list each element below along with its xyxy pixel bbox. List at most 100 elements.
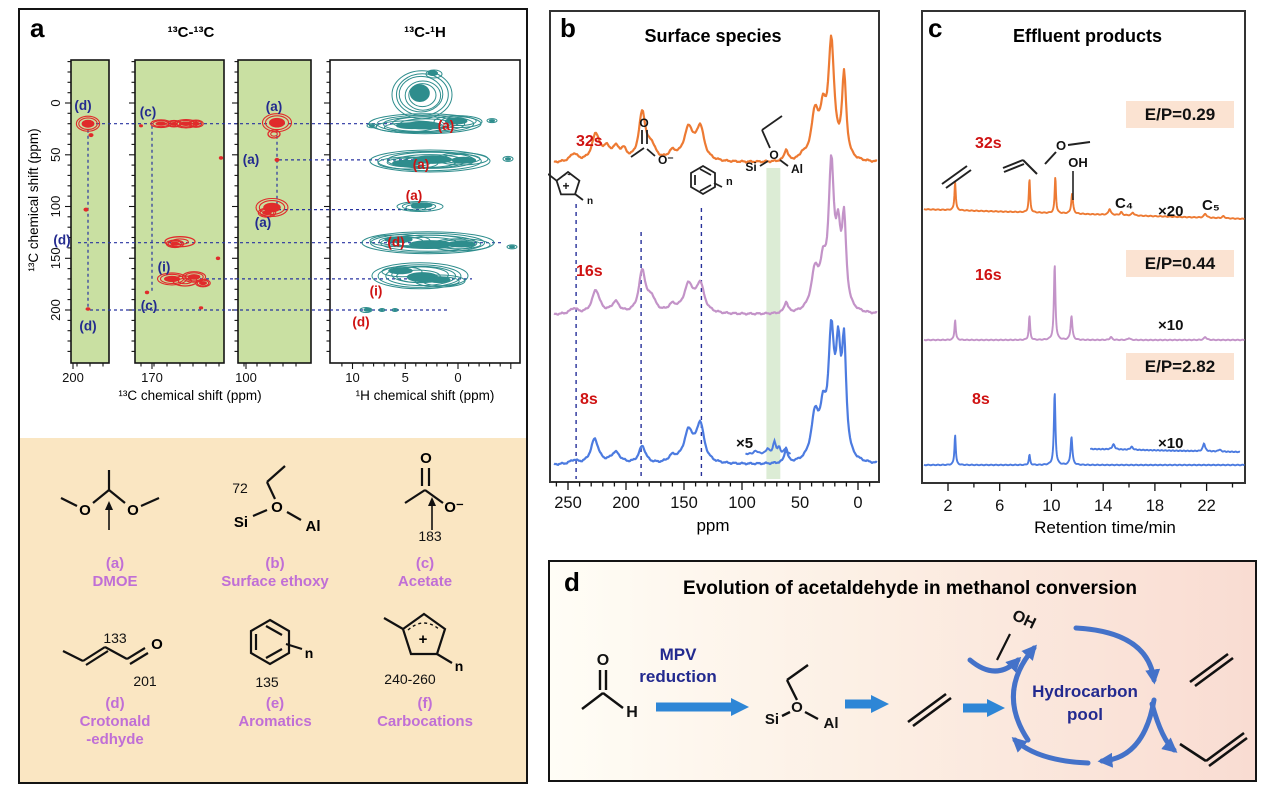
svg-text:C₄: C₄ (1115, 195, 1133, 212)
svg-text:(i): (i) (158, 260, 171, 275)
mpv-label-line2: reduction (639, 667, 717, 686)
product-structures (1179, 652, 1248, 768)
svg-text:16s: 16s (975, 267, 1002, 284)
svg-text:O⁻: O⁻ (658, 153, 674, 167)
si-atom: Si (234, 514, 248, 531)
o-atom: O (151, 636, 163, 653)
panel-d-title: Evolution of acetaldehyde in methanol co… (683, 578, 1137, 599)
surface-ethoxy-icon (759, 115, 789, 167)
svg-text:OH: OH (1068, 155, 1088, 170)
panel-b-structure-icons (548, 115, 789, 201)
aromatics-structure-icon: n (249, 618, 313, 666)
svg-text:n: n (726, 176, 733, 188)
methanol-input-arrow (967, 656, 1022, 674)
panel-d-reaction-scheme: O H Si O Al OH d Evolution of acetaldehyde in… (548, 560, 1257, 782)
panel-b-frame (549, 10, 880, 483)
al-atom: Al (306, 518, 321, 535)
panel-c-effluent-products-plot: 2 6 10 14 18 22 32s ×20 16s ×10 8s ×10 C₄ C₅ OOH (921, 10, 1246, 515)
svg-text:8s: 8s (580, 391, 598, 408)
svg-text:O: O (597, 652, 609, 669)
o-atom: O (127, 502, 139, 519)
spectrum-8s (553, 319, 878, 466)
ep-ratio-badge-16s: E/P=0.44 (1126, 250, 1234, 277)
svg-text:200: 200 (62, 370, 84, 385)
svg-text:Al: Al (824, 715, 839, 732)
svg-text:+: + (562, 179, 569, 193)
crotonaldehyde-shift-bottom: 201 (133, 673, 157, 689)
species-legend: O O O Si Al O O⁻ O (20, 438, 526, 782)
o-atom: O (271, 499, 283, 516)
svg-text:Si: Si (765, 711, 779, 728)
svg-text:5: 5 (402, 370, 409, 385)
product-exit-arrow (1149, 701, 1178, 753)
svg-text:×20: ×20 (1158, 203, 1183, 220)
panel-b-tick-labels: 250 200 150 100 50 0 (554, 494, 862, 512)
panel-b-axis-ticks (555, 482, 871, 490)
svg-text:(a): (a) (406, 188, 423, 203)
mpv-label-line1: MPV (659, 645, 697, 664)
ethylene-structure (907, 692, 952, 728)
legend-key-a: (a) (105, 555, 125, 572)
legend-key-f: (f) (417, 695, 433, 712)
panel-a-2d-nmr: 0 50 100 150 200 200 170 100 10 5 0 (d) (c) (a) (a) (a)… (18, 8, 528, 784)
svg-text:170: 170 (141, 370, 163, 385)
axis-ticks (65, 61, 512, 369)
svg-text:150: 150 (48, 247, 63, 269)
svg-text:OH: OH (1009, 607, 1038, 633)
panel-b-x-axis-label: ppm (696, 516, 730, 535)
svg-text:(c): (c) (140, 104, 157, 119)
svg-text:50: 50 (791, 494, 809, 512)
panel-c-title: Effluent products (1013, 26, 1162, 46)
panel-c-tick-labels: 2 6 10 14 18 22 (943, 497, 1215, 515)
svg-text:100: 100 (728, 494, 756, 512)
svg-text:100: 100 (48, 196, 63, 218)
svg-text:18: 18 (1146, 497, 1164, 515)
propene-icon (1002, 159, 1038, 175)
svg-text:O: O (639, 116, 648, 130)
panel-c-axis-ticks (947, 483, 1234, 491)
legend-name-c: Acetate (397, 573, 453, 590)
legend-name-e: Aromatics (238, 713, 312, 730)
hydrocarbon-pool-cycle (967, 625, 1178, 768)
carbocations-shift: 240-260 (384, 671, 436, 687)
svg-text:0: 0 (454, 370, 461, 385)
reaction-scheme-graphics (581, 625, 1248, 768)
legend-name-f: Carbocations (377, 713, 473, 730)
svg-text:n: n (587, 196, 593, 207)
chromatogram-16s (923, 265, 1245, 342)
spectrum-32s (553, 34, 878, 164)
panel-b-annotations: 32s 16s 8s ×5 (576, 133, 753, 452)
svg-text:22: 22 (1197, 497, 1215, 515)
svg-text:Si: Si (745, 160, 756, 174)
aromatic-icon (690, 164, 723, 196)
o-minus-atom: O⁻ (444, 499, 464, 516)
legend-name-b: Surface ethoxy (221, 573, 329, 590)
svg-text:16s: 16s (576, 263, 603, 280)
legend-key-e: (e) (265, 695, 285, 712)
cycle-return-arc (1011, 736, 1091, 766)
panel-b-label: b (560, 13, 576, 43)
svg-text:10: 10 (1042, 497, 1060, 515)
svg-text:(a): (a) (413, 157, 430, 172)
panel-c-frame (921, 10, 1246, 484)
crotonaldehyde-structure-icon: O (62, 636, 163, 666)
legend-key-b: (b) (265, 555, 285, 572)
svg-text:(d): (d) (387, 235, 404, 250)
svg-text:(a): (a) (255, 215, 272, 230)
svg-text:10: 10 (345, 370, 359, 385)
carbocation-icon (548, 170, 584, 201)
cc-title: ¹³C-¹³C (167, 24, 215, 41)
x-axis-label-cc: ¹³C chemical shift (ppm) (118, 388, 262, 403)
teal-contour-masses (359, 69, 518, 313)
svg-text:14: 14 (1094, 497, 1112, 515)
dme-icon (1044, 141, 1091, 165)
svg-text:2: 2 (943, 497, 952, 515)
svg-text:×5: ×5 (736, 435, 753, 452)
surface-ethoxy-structure (781, 664, 819, 721)
svg-text:×10: ×10 (1158, 317, 1183, 334)
ep-ratio-badge-32s: E/P=0.29 (1126, 101, 1234, 128)
ch-title: ¹³C-¹H (404, 24, 446, 41)
